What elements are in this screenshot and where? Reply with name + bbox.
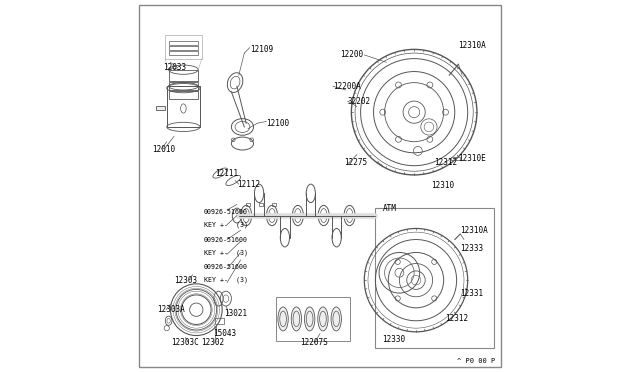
Ellipse shape [278,307,288,331]
Text: KEY +-  (3): KEY +- (3) [204,277,248,283]
Text: 12033: 12033 [163,63,186,72]
Bar [215,318,224,324]
Text: 12200A: 12200A [333,82,361,91]
Text: 15043: 15043 [213,329,236,338]
Text: 12100: 12100 [266,119,289,128]
Text: KEY +-  (3): KEY +- (3) [204,249,248,256]
Text: 00926-51600: 00926-51600 [204,264,248,270]
Text: 12109: 12109 [250,45,273,54]
Ellipse shape [331,307,341,331]
Text: 12303A: 12303A [157,305,184,314]
Bar [272,203,276,206]
Text: 12310E: 12310E [458,154,486,163]
Text: 12333: 12333 [460,244,483,253]
Bar [168,91,198,99]
Ellipse shape [318,307,328,331]
Text: 12275: 12275 [344,157,367,167]
Text: 00926-51600: 00926-51600 [204,237,248,243]
Text: 12303: 12303 [174,276,197,285]
Text: 12303C: 12303C [172,339,199,347]
Bar [168,46,198,50]
Bar [167,86,200,127]
Text: KEY +-  (3): KEY +- (3) [204,221,248,228]
Bar [168,41,198,45]
Text: 00926-51600: 00926-51600 [204,209,248,215]
Text: 13021: 13021 [224,309,247,318]
Text: 12112: 12112 [237,180,260,189]
Bar [276,297,349,341]
Text: 12310: 12310 [431,182,454,190]
Text: 12312: 12312 [435,157,458,167]
Bar [376,208,493,349]
Bar [451,157,460,160]
Ellipse shape [305,307,315,331]
Text: 12310A: 12310A [460,226,488,235]
Text: 12310A: 12310A [458,41,486,50]
Text: 12331: 12331 [460,289,483,298]
Bar [259,203,263,206]
Ellipse shape [291,307,301,331]
Bar [156,106,165,110]
Bar [246,203,250,206]
Bar [168,70,198,81]
Text: 12330: 12330 [382,335,405,344]
Text: 12200: 12200 [340,51,364,60]
Text: 32202: 32202 [348,97,371,106]
Bar [168,82,198,90]
Bar [168,51,198,55]
Text: ^ P0 00 P: ^ P0 00 P [456,358,495,365]
Text: 12207S: 12207S [300,339,328,347]
Bar [165,35,202,59]
Text: 12111: 12111 [215,169,238,177]
Text: 12010: 12010 [152,145,175,154]
Text: ATM: ATM [383,203,397,213]
Text: 12302: 12302 [201,339,224,347]
Text: 12312: 12312 [445,314,468,323]
